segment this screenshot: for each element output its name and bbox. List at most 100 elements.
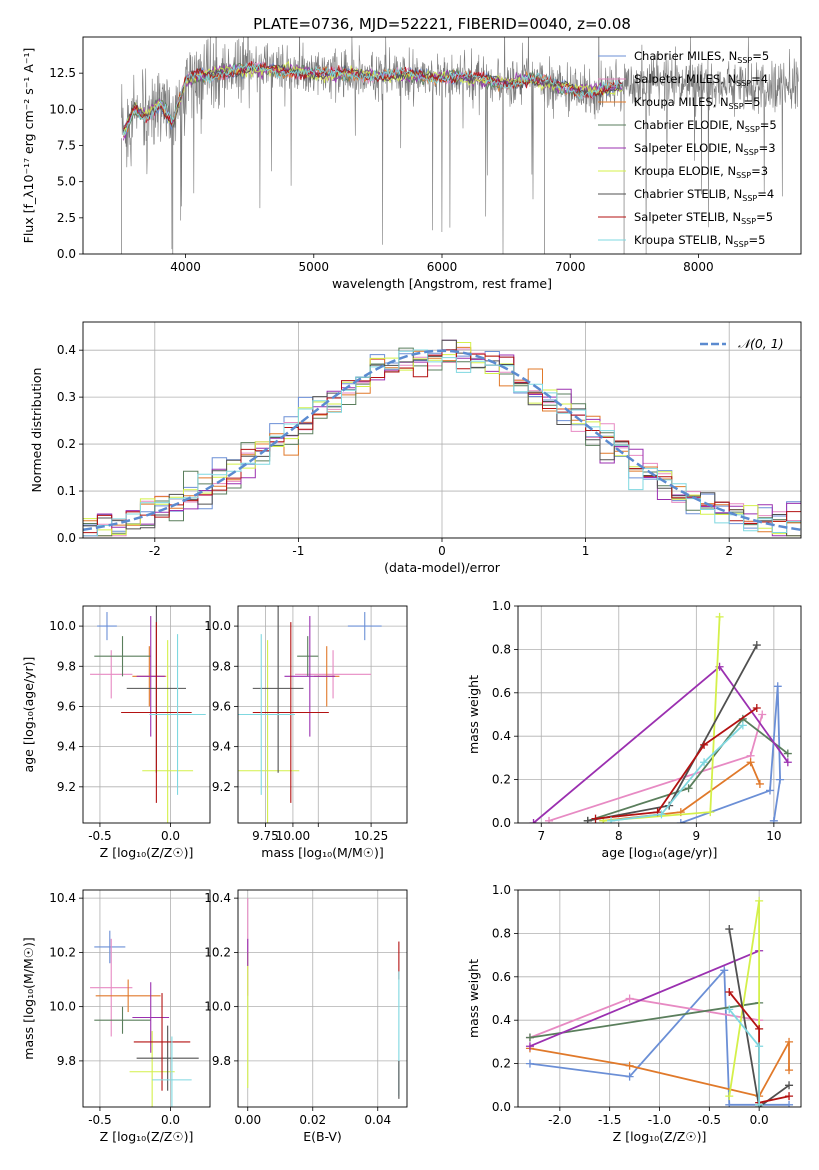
marker-salpeter_miles [545,816,554,823]
x-tick-label: 8 [615,829,623,843]
x-tick-label: 6000 [427,260,458,274]
y-tick-label: 0.6 [492,970,511,984]
y-tick-label: 0.2 [492,1057,511,1071]
marker-chabrier_elodie [525,1033,534,1042]
axes-frame [82,605,211,824]
series-salpeter_stelib [595,707,758,820]
model-kroupa_elodie [123,60,623,135]
marker-chabrier_miles [676,819,685,823]
legend-label: Salpeter ELODIE, NSSP=3 [634,141,776,157]
legend-label: Chabrier MILES, NSSP=5 [634,49,769,65]
panel-age_vs_Z: -0.5 0.0 9.2 9.4 9.6 9.8 10.0 Z [log₁₀(Z/Z☉)] ag… [21,605,211,860]
marker-kroupa_miles [755,779,764,788]
histogram-chabrier_stelib [83,339,801,537]
y-tick-label: 10.0 [204,1000,231,1014]
axes-frame [237,889,408,1108]
y-tick-label: 2.5 [57,211,76,225]
legend-subscript: SSP [729,102,744,111]
legend-label: Kroupa ELODIE, NSSP=3 [634,164,768,180]
legend-value: =5 [744,95,761,109]
x-tick-label: 0.02 [299,1113,326,1127]
series-kroupa_elodie [603,616,721,822]
y-tick-label: 7.5 [57,139,76,153]
x-tick-label: 7 [537,829,545,843]
marker-chabrier_stelib [752,641,761,650]
y-tick-label: 9.2 [212,780,231,794]
legend-label: Salpeter MILES, NSSP=4 [634,72,768,88]
legend-subscript: SSP [745,125,760,134]
marker-chabrier_stelib [725,925,734,934]
y-tick-label: 0.4 [492,1013,511,1027]
x-tick-label: -0.5 [698,1113,721,1127]
marker-kroupa_stelib [607,816,616,823]
y-axis-label: Normed distribution [29,368,44,493]
y-tick-label: 0.2 [492,773,511,787]
y-tick-label: 9.8 [57,1054,76,1068]
panel-mass_vs_Z: -0.5 0.0 9.8 10.0 10.2 10.4 Z [log₁₀(Z/Z☉)] mas… [21,889,211,1144]
panel-weight_vs_age: 7 8 9 10 0.0 0.2 0.4 0.6 0.8 1.0 age [log₁₀(age/yr… [466,599,802,860]
marker-salpeter_stelib [725,987,734,996]
y-tick-label: 10.0 [49,102,76,116]
y-tick-label: 12.5 [49,66,76,80]
model-salpeter_miles [122,60,623,133]
legend-label: Kroupa STELIB, NSSP=5 [634,233,765,249]
panel-weight_vs_Z: -2.0 -1.5 -1.0 -0.5 0.0 0.0 0.2 0.4 0.6 0.8 1.0 Z [… [466,883,802,1144]
x-tick-label: 0 [438,544,446,558]
y-tick-label: 0.2 [57,437,76,451]
y-tick-label: 9.8 [212,659,231,673]
marker-salpeter_elodie [783,758,792,767]
model-kroupa_stelib [122,62,623,136]
legend-subscript: SSP [734,240,749,249]
x-tick-label: 0.00 [234,1113,261,1127]
plot-area [518,890,801,1107]
normal-curve [83,349,801,532]
marker-chabrier_stelib [785,1081,794,1090]
x-tick-label: 0.04 [364,1113,391,1127]
marker-chabrier_miles [776,775,785,784]
y-tick-label: 10.0 [49,1000,76,1014]
y-axis-label: mass weight [466,675,481,754]
x-axis-label: age [log₁₀(age/yr)] [602,845,718,860]
marker-chabrier_miles [525,1059,534,1068]
y-tick-label: 0.3 [57,390,76,404]
marker-chabrier_miles [769,816,778,823]
series-salpeter_elodie [532,665,789,823]
x-tick-label: -0.5 [88,1113,111,1127]
legend-subscript: SSP [736,171,751,180]
y-axis-label: Flux [f_λ10⁻¹⁷ erg cm⁻² s⁻¹ A⁻¹] [21,48,36,244]
legend-value: =4 [751,72,768,86]
x-axis-label: E(B-V) [303,1129,342,1144]
marker-kroupa_stelib [725,1005,734,1014]
x-tick-label: -2 [149,544,161,558]
legend-subscript: SSP [737,56,752,65]
y-tick-label: 5.0 [57,175,76,189]
axes-frame [517,605,802,824]
marker-chabrier_miles [725,1100,734,1107]
panel-mass_vs_ebv: 0.00 0.02 0.04 9.8 10.0 10.2 10.4 E(B-V) [204,889,408,1144]
axes-frame [82,321,802,539]
y-tick-label: 9.6 [57,699,76,713]
marker-chabrier_stelib [583,816,592,823]
marker-kroupa_elodie [755,896,764,905]
x-tick-label: 0.0 [161,1113,180,1127]
axes-frame [517,889,802,1108]
legend-subscript: SSP [736,79,751,88]
y-tick-label: 9.4 [57,740,76,754]
series-kroupa_stelib [610,724,744,822]
plot-area [83,890,210,1107]
x-tick-label: 10.25 [354,829,388,843]
legend-label: Salpeter STELIB, NSSP=5 [634,210,773,226]
legend-value: =5 [749,233,766,247]
marker-kroupa_miles [625,1061,634,1070]
legend-value: =5 [760,118,777,132]
series-chabrier_elodie [529,1001,760,1039]
marker-kroupa_stelib [755,1100,764,1107]
plot-area [83,322,801,538]
y-tick-label: 10.2 [204,945,231,959]
marker-salpeter_stelib [755,1024,764,1033]
legend-value: =4 [757,187,774,201]
axes-frame [82,36,802,255]
marker-chabrier_miles [785,1100,794,1107]
legend-label: Kroupa MILES, NSSP=5 [634,95,760,111]
